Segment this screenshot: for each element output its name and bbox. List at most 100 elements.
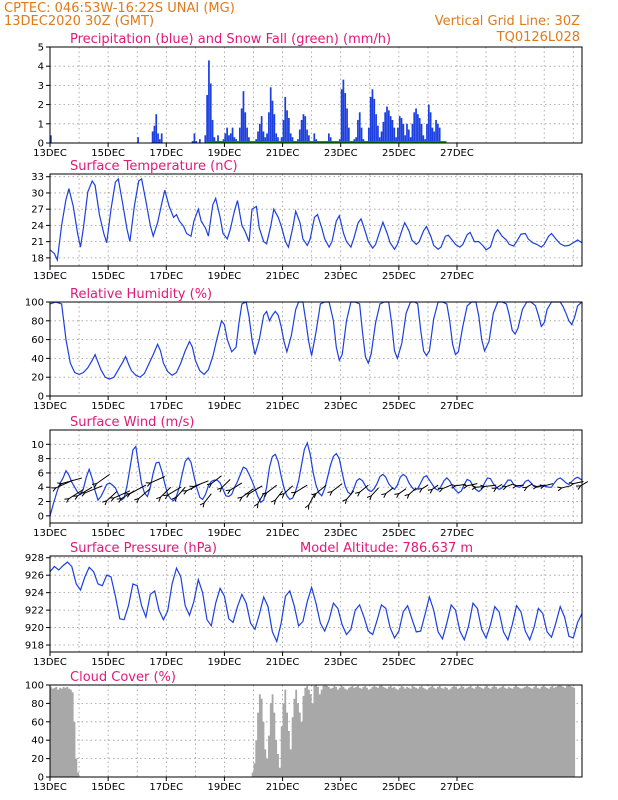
snow-bar (360, 141, 363, 143)
snow-bar (273, 141, 276, 143)
temp-xtick-label: 15DEC (91, 271, 125, 282)
wind-vector-head (163, 494, 169, 500)
wind-vector-head (116, 498, 123, 503)
snow-bar (442, 141, 445, 143)
cloud-title: Cloud Cover (%) (70, 670, 176, 685)
temp-xtick-label: 23DEC (324, 271, 358, 282)
precip-bar (373, 98, 376, 143)
wind-vector-head (381, 492, 387, 498)
snow-bar (366, 141, 369, 143)
snow-bar (218, 141, 222, 143)
precip-bar (302, 114, 305, 143)
snow-bar (358, 141, 362, 143)
wind-vector-head (279, 492, 285, 499)
precip-bar (208, 60, 210, 143)
wind-vector-head (576, 485, 582, 490)
header-model-code: TQ0126L028 (496, 30, 580, 45)
snow-bar (240, 141, 244, 143)
temp-frame (49, 173, 583, 267)
wind-vector-head (437, 487, 444, 493)
wind-vector-head (512, 483, 518, 489)
wind-vector-head (237, 496, 243, 502)
precip-bar (420, 123, 423, 143)
precip-bar (246, 127, 248, 143)
wind-vector (370, 487, 379, 497)
snow-bar (317, 141, 320, 143)
wind-vector-head (57, 482, 63, 488)
precip-ytick-label: 2 (38, 100, 44, 111)
wind-vector-head (206, 482, 213, 488)
temp-ytick-label: 18 (31, 253, 44, 264)
pres-ytick-label: 920 (25, 623, 44, 634)
wind-vector-head (491, 487, 498, 493)
precip-bar (304, 116, 307, 143)
snow-bar (226, 141, 229, 143)
wind-vector (266, 484, 278, 494)
snow-bar (375, 141, 378, 143)
precip-panel: 0 1 2 3 4 5 13DEC 15DEC 17DEC 19DEC 21DEC 23DEC 25DE… (33, 32, 583, 159)
wind-vector-head (291, 491, 297, 497)
snow-bar (431, 141, 434, 143)
precip-bar (393, 127, 396, 143)
snow-bar (400, 141, 403, 143)
snow-bar (315, 141, 318, 143)
snow-bar (246, 141, 249, 143)
wind-vector (346, 490, 355, 500)
pres-xtick-label: 19DEC (208, 657, 242, 668)
precip-bar (268, 112, 270, 143)
snow-bar (429, 141, 432, 143)
wind-vector (467, 483, 478, 487)
rh-ytick-label: 40 (31, 354, 44, 365)
precip-xtick-label: 27DEC (440, 148, 474, 159)
temp-ytick-label: 27 (31, 205, 44, 216)
precip-bar (159, 139, 161, 143)
precip-bars (50, 60, 441, 143)
precip-bar (260, 116, 263, 143)
wind-vector-head (539, 484, 546, 490)
snow-bar (222, 141, 225, 143)
wind-vector-head (404, 493, 410, 499)
precip-bar (409, 137, 412, 143)
precip-ytick-label: 4 (38, 62, 44, 73)
snow-bar (378, 141, 382, 143)
precip-bar (426, 123, 428, 143)
wind-xtick-label: 13DEC (33, 528, 67, 539)
snow-bar (289, 141, 293, 143)
header-location: CPTEC: 046:53W-16:22S UNAI (MG) (4, 1, 235, 16)
precip-bar (191, 141, 194, 143)
precip-bar (375, 114, 377, 143)
snow-bar (333, 141, 336, 143)
precip-bar (151, 131, 154, 143)
wind-vector-head (427, 488, 434, 494)
precip-frame (49, 46, 583, 144)
precip-bar (50, 135, 52, 143)
temp-title: Surface Temperature (nC) (70, 159, 238, 174)
snow-bar (402, 141, 405, 143)
snow-bar (344, 141, 347, 143)
panels: 0 1 2 3 4 5 13DEC 15DEC 17DEC 19DEC 21DEC 23DEC 25DE… (25, 32, 589, 793)
precip-bar (244, 112, 247, 143)
wind-vector (308, 494, 315, 506)
snow-bar (258, 141, 262, 143)
precip-title: Precipitation (blue) and Snow Fall (gree… (70, 32, 391, 47)
precip-bar (355, 137, 357, 143)
snow-bar (367, 141, 371, 143)
snow-bar (318, 141, 322, 143)
precip-bar (291, 137, 294, 143)
wind-vector-head (366, 494, 373, 501)
precip-bar (357, 119, 359, 143)
snow-bar (244, 141, 247, 143)
snow-bar (280, 141, 283, 143)
snow-bar (260, 141, 263, 143)
precip-bar (397, 127, 399, 143)
wind-ytick-label: 10 (31, 440, 44, 451)
precip-bar (264, 137, 267, 143)
wind-xtick-label: 21DEC (266, 528, 300, 539)
precip-ytick-label: 5 (38, 43, 44, 54)
wind-vector (331, 483, 343, 492)
wind-vector-head (244, 493, 251, 498)
snow-bar (411, 141, 414, 143)
snow-bar (242, 141, 245, 143)
wind-vector-head (156, 496, 162, 502)
precip-bar (195, 141, 198, 143)
